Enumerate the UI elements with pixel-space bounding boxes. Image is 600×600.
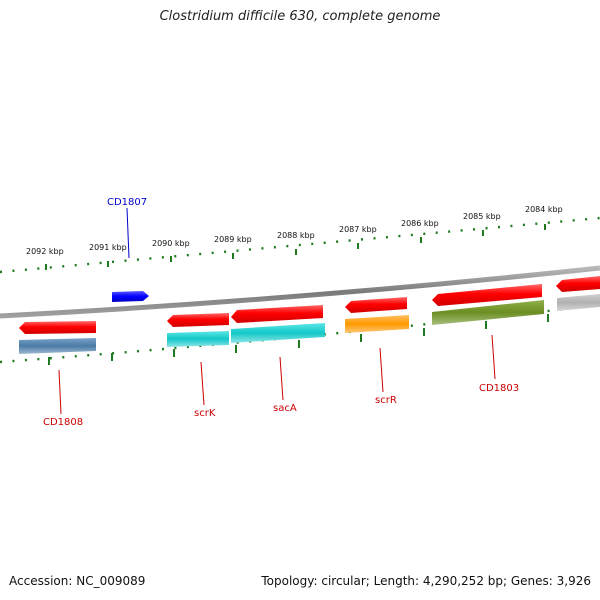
cog-bar-cd1803: [432, 300, 544, 325]
cog-bar-partial: [557, 294, 600, 311]
scale-label: 2086 kbp: [401, 219, 439, 228]
cog-bar-cd1808: [19, 338, 96, 354]
cog-bar-saca: [231, 323, 325, 343]
scale-label: 2087 kbp: [339, 225, 377, 234]
scale-label: 2085 kbp: [463, 212, 501, 221]
gene-label-saca[interactable]: sacA: [273, 403, 297, 414]
gene-cd1807[interactable]: [112, 291, 149, 302]
accession-text: Accession: NC_009089: [9, 574, 146, 588]
gene-label-cd1803[interactable]: CD1803: [479, 383, 519, 394]
gene-cd1803[interactable]: [432, 284, 542, 306]
gene-label-cd1807[interactable]: CD1807: [107, 197, 147, 208]
gene-scrk[interactable]: [167, 313, 229, 327]
leader-line-cd1803: [491, 334, 496, 380]
gene-saca[interactable]: [231, 305, 323, 323]
reverse-genes: [19, 276, 600, 334]
leader-line-cd1807: [126, 207, 130, 259]
scale-label: 2088 kbp: [277, 231, 315, 240]
scale-label: 2089 kbp: [214, 235, 252, 244]
scale-label: 2084 kbp: [525, 205, 563, 214]
gene-label-scrk[interactable]: scrK: [194, 408, 216, 419]
leader-line-scrr: [379, 347, 384, 393]
scale-label: 2091 kbp: [89, 243, 127, 252]
cog-bar-scrk: [167, 331, 229, 347]
gene-cd1808[interactable]: [19, 321, 96, 334]
upper-scale: [0, 216, 600, 274]
leader-line-cd1808: [58, 369, 62, 415]
gene-partial[interactable]: [556, 276, 600, 292]
scale-label: 2090 kbp: [152, 239, 190, 248]
gene-scrr[interactable]: [345, 297, 407, 313]
map-title: Clostridium difficile 630, complete geno…: [159, 9, 441, 24]
gene-labels: CD1807 CD1808 scrK sacA scrR CD1803: [43, 197, 519, 428]
upper-scale-dots: [0, 216, 600, 274]
cog-bar-scrr: [345, 315, 409, 333]
scale-labels: 2092 kbp 2091 kbp 2090 kbp 2089 kbp 2088…: [26, 205, 563, 256]
scale-label: 2092 kbp: [26, 247, 64, 256]
gene-label-scrr[interactable]: scrR: [375, 395, 397, 406]
genome-backbone: [0, 265, 600, 319]
gene-label-cd1808[interactable]: CD1808: [43, 417, 83, 428]
leader-line-scrk: [200, 361, 205, 406]
cog-bars: [19, 294, 600, 354]
label-lines: [58, 207, 496, 415]
leader-line-saca: [279, 356, 284, 401]
genome-summary-text: Topology: circular; Length: 4,290,252 bp…: [261, 574, 591, 588]
